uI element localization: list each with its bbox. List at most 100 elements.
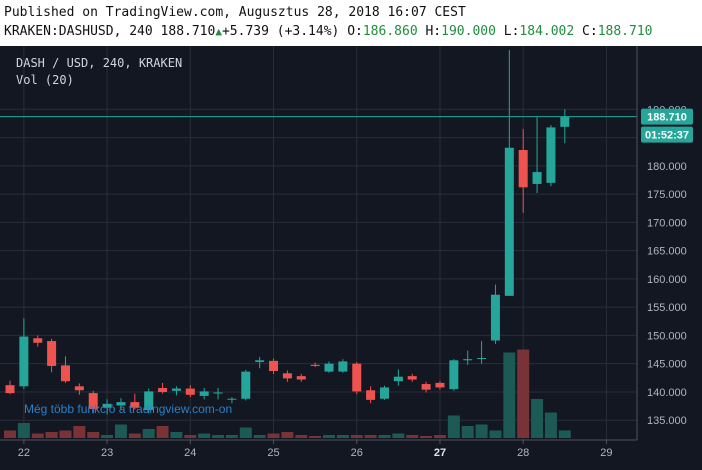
published-line: Published on TradingView.com, Augusztus … [4,5,466,20]
candle-body [255,360,265,362]
time-tick-label: 22 [18,447,30,459]
volume-bar [544,412,557,438]
volume-bar [253,435,266,438]
time-axis[interactable]: 22 23 24 25 26 27 28 29 [18,440,613,459]
candle-body [199,391,209,396]
candle-body [407,376,417,380]
price-tick-label: 150.000 [647,330,687,342]
open-value: 186.860 [362,24,418,39]
volume-label: Vol (20) [16,73,74,87]
watermark-link[interactable]: Még több funkció a tradingview.com-on [24,402,232,416]
candle-body [324,363,334,372]
candle-body [130,402,140,408]
price-tick-label: 175.000 [647,189,687,201]
candle-body [47,341,57,366]
candle-body [310,364,320,366]
volume-bar [87,432,100,438]
volume-bar [184,435,197,438]
candle-body [213,392,223,394]
time-tick-label: 28 [517,447,529,459]
volume-bar [336,435,349,438]
change-value: +5.739 (+3.14%) [221,24,340,39]
countdown-label: 01:52:37 [645,130,689,142]
volume-bar [225,435,238,438]
candle-body [185,388,195,395]
candle-body [158,387,168,392]
candle-body [490,294,500,341]
volume-bars [4,349,571,438]
volume-bar [101,435,114,438]
volume-bar [406,435,419,438]
ohlc-line: KRAKEN:DASHUSD, 240 188.710▲+5.739 (+3.1… [4,24,653,39]
volume-bar [364,435,377,438]
volume-bar [17,423,30,438]
volume-bar [114,424,127,438]
candle-body [518,150,528,188]
candle-body [477,358,487,360]
last-price: 188.710 [160,24,216,39]
time-tick-label: 26 [351,447,363,459]
candle-body [532,172,542,184]
volume-bar [4,430,16,438]
candle-body [144,391,154,411]
candle-body [435,382,445,388]
volume-bar [420,436,433,438]
volume-bar [489,430,502,438]
candle-body [282,373,292,379]
countdown-box [641,126,693,143]
volume-bar [323,435,336,438]
candle-body [449,360,459,390]
volume-bar [170,432,183,438]
candle-body [19,336,29,387]
candle-body [352,363,362,392]
candle-body [463,359,473,361]
candle-body [393,376,403,382]
volume-bar [517,349,530,438]
open-label: O: [347,24,363,39]
volume-bar [295,435,308,438]
close-value: 188.710 [597,24,653,39]
close-label: C: [582,24,598,39]
candle-body [74,386,84,391]
time-tick-label: 25 [267,447,279,459]
volume-bar [281,432,294,438]
volume-bar [45,432,58,438]
symbol-label: KRAKEN:DASHUSD, 240 [4,24,153,39]
volume-bar [378,435,391,438]
last-price-label: 188.710 [647,112,687,124]
volume-bar [128,433,141,438]
last-price-box [641,108,693,125]
candle-body [560,116,570,127]
price-tick-label: 170.000 [647,217,687,229]
time-tick-label: 23 [101,447,113,459]
volume-bar [475,424,488,438]
time-tick-label: 27 [434,447,446,459]
chart-title: DASH / USD, 240, KRAKEN [16,56,182,70]
candle-body [116,402,126,406]
volume-bar [309,436,322,438]
up-triangle-icon: ▲ [215,25,222,38]
high-label: H: [425,24,442,39]
candle-body [504,147,514,296]
candle-body [296,376,306,380]
volume-bar [461,426,474,438]
price-chart[interactable]: 135.000 140.000 145.000 150.000 155.000 160.0… [0,46,702,470]
price-tick-label: 155.000 [647,302,687,314]
volume-bar [142,429,155,438]
price-tick-label: 160.000 [647,274,687,286]
volume-bar [156,426,169,438]
candle-body [379,387,389,399]
price-tick-label: 145.000 [647,359,687,371]
price-tick-label: 140.000 [647,387,687,399]
candle-body [33,338,43,343]
price-tick-label: 180.000 [647,161,687,173]
volume-bar [447,415,460,438]
high-value: 190.000 [441,24,496,39]
time-tick-label: 24 [184,447,196,459]
volume-bar [198,433,211,438]
time-tick-label: 29 [600,447,612,459]
candle-body [338,361,348,372]
volume-bar [239,427,252,438]
candle-body [421,384,431,390]
candle-body [241,371,251,399]
